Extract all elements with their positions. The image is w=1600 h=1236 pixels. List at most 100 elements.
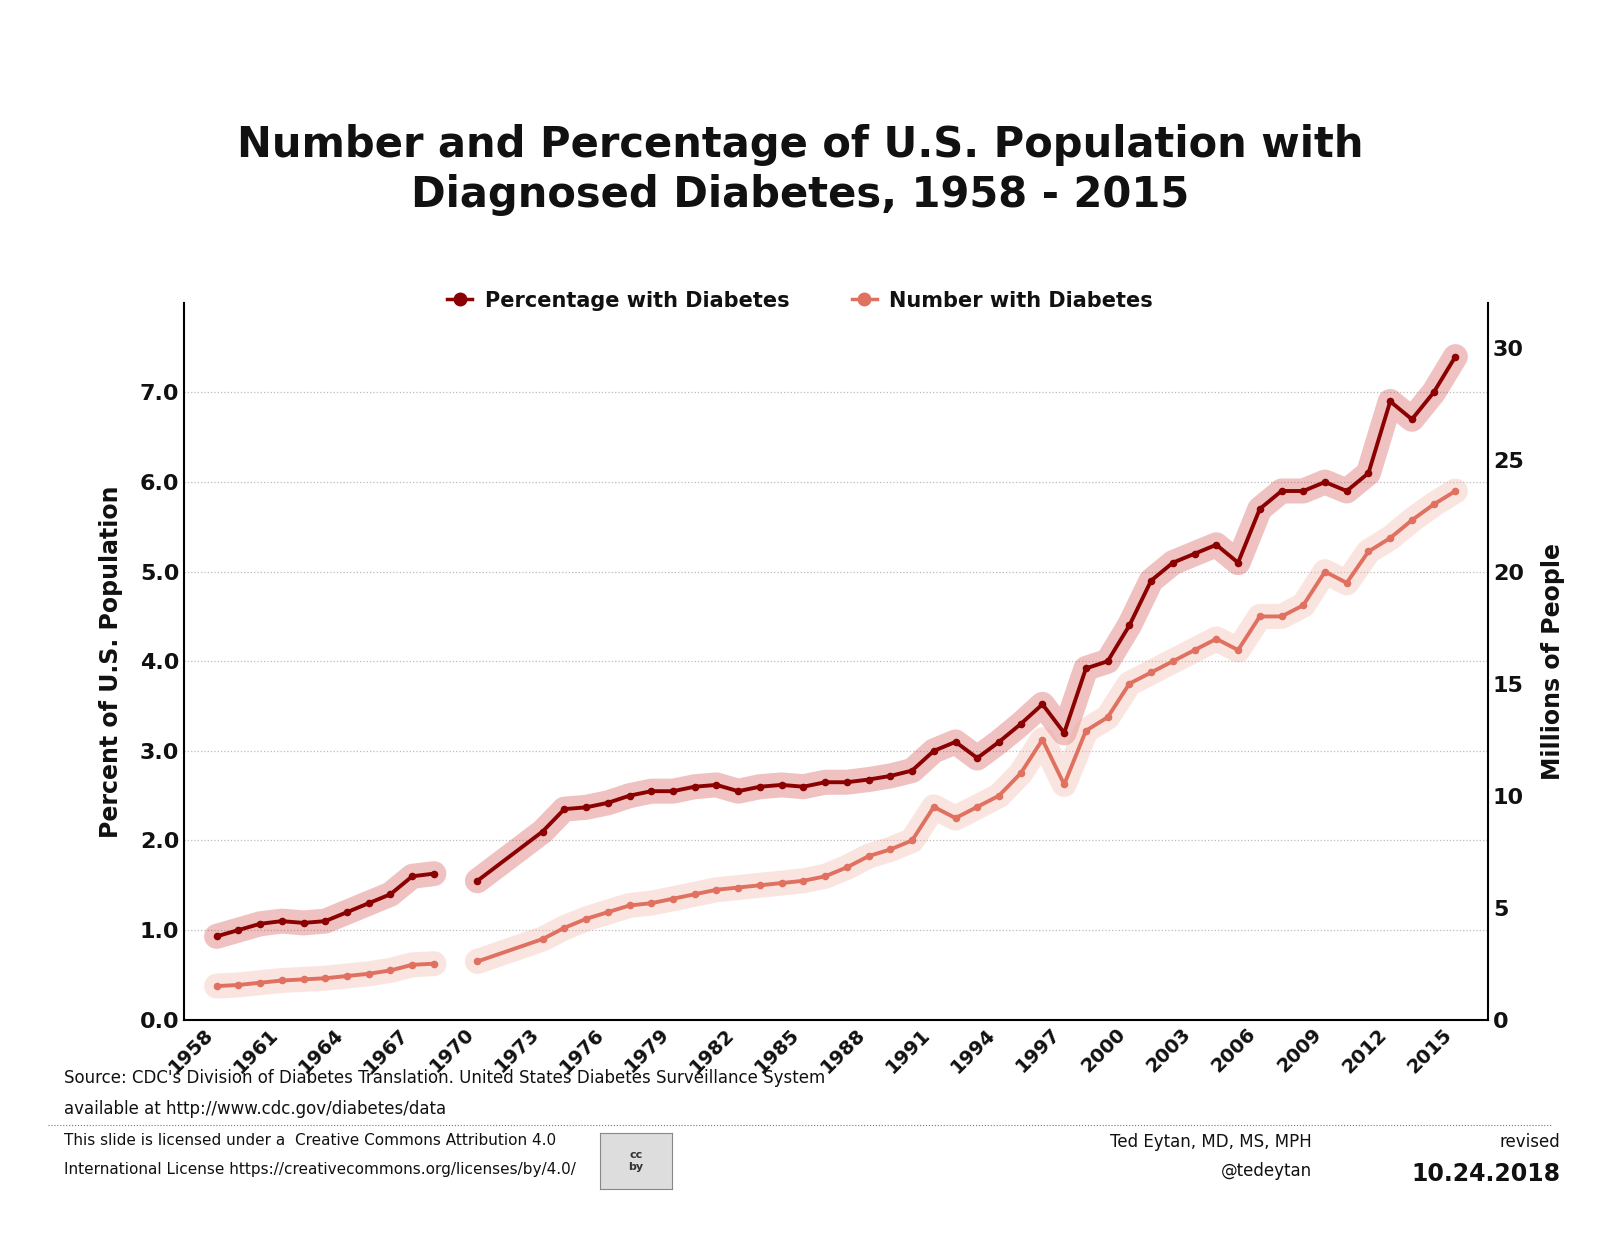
Point	[834, 858, 859, 878]
Text: Ted Eytan, MD, MS, MPH: Ted Eytan, MD, MS, MPH	[1110, 1133, 1312, 1152]
Point	[1291, 596, 1317, 616]
Point	[942, 732, 968, 751]
Point	[334, 967, 360, 986]
Point	[682, 885, 707, 905]
Point	[400, 866, 426, 886]
Text: International License https://creativecommons.org/licenses/by/4.0/: International License https://creativeco…	[64, 1162, 576, 1177]
Point	[400, 955, 426, 975]
Point	[813, 866, 838, 886]
Point	[616, 786, 642, 806]
Y-axis label: Percent of U.S. Population: Percent of U.S. Population	[99, 485, 123, 838]
Point	[1398, 510, 1424, 530]
Text: Source: CDC's Division of Diabetes Translation. United States Diabetes Surveilla: Source: CDC's Division of Diabetes Trans…	[64, 1069, 826, 1088]
Point	[899, 831, 925, 850]
Point	[1355, 464, 1381, 483]
Point	[770, 775, 795, 795]
Text: 10.24.2018: 10.24.2018	[1411, 1162, 1560, 1185]
Point	[616, 896, 642, 916]
Point	[856, 847, 882, 866]
Point	[530, 822, 555, 842]
Point	[965, 797, 990, 817]
Point	[725, 781, 750, 801]
Y-axis label: Millions of People: Millions of People	[1541, 543, 1565, 780]
Point	[203, 927, 229, 947]
Text: @tedeytan: @tedeytan	[1221, 1162, 1312, 1180]
Point	[1182, 544, 1208, 564]
Point	[661, 781, 686, 801]
Point	[1008, 714, 1034, 734]
Point	[704, 880, 730, 900]
Point	[269, 970, 294, 990]
Point	[421, 864, 446, 884]
Point	[1312, 561, 1338, 582]
Point	[1226, 552, 1251, 572]
Point	[922, 797, 947, 817]
Point	[1094, 707, 1120, 727]
Point	[747, 875, 773, 895]
Point	[1117, 674, 1142, 693]
Point	[291, 913, 317, 933]
Point	[1051, 775, 1077, 795]
Point	[1334, 481, 1360, 501]
Text: Number and Percentage of U.S. Population with
Diagnosed Diabetes, 1958 - 2015: Number and Percentage of U.S. Population…	[237, 124, 1363, 216]
Point	[1138, 662, 1163, 682]
Point	[1443, 481, 1469, 501]
Point	[1030, 695, 1056, 714]
Point	[1246, 607, 1272, 627]
Point	[877, 766, 902, 786]
Point	[790, 777, 816, 797]
Point	[1421, 383, 1446, 403]
Point	[790, 871, 816, 891]
Point	[1334, 574, 1360, 593]
Point	[334, 902, 360, 922]
Point	[661, 889, 686, 908]
Point	[269, 911, 294, 931]
Point	[1008, 764, 1034, 784]
Point	[813, 772, 838, 792]
Point	[986, 786, 1011, 806]
Point	[899, 760, 925, 780]
Point	[1443, 347, 1469, 367]
Point	[464, 952, 490, 971]
Point	[1051, 723, 1077, 743]
Point	[464, 871, 490, 891]
Point	[922, 742, 947, 761]
Text: This slide is licensed under a  Creative Commons Attribution 4.0: This slide is licensed under a Creative …	[64, 1133, 557, 1148]
Point	[1182, 640, 1208, 660]
Point	[573, 908, 598, 928]
Point	[770, 873, 795, 892]
Point	[1269, 607, 1294, 627]
Point	[421, 954, 446, 974]
Point	[573, 797, 598, 817]
Point	[552, 800, 578, 819]
Point	[595, 794, 621, 813]
Point	[248, 913, 274, 933]
Point	[747, 777, 773, 797]
Point	[355, 964, 381, 984]
Point	[595, 902, 621, 922]
Point	[834, 772, 859, 792]
Point	[291, 969, 317, 989]
Point	[226, 920, 251, 939]
Point	[1094, 651, 1120, 671]
Legend: Percentage with Diabetes, Number with Diabetes: Percentage with Diabetes, Number with Di…	[438, 282, 1162, 319]
Point	[1117, 616, 1142, 635]
Point	[725, 878, 750, 897]
Point	[378, 885, 403, 905]
Point	[552, 918, 578, 938]
Point	[1398, 409, 1424, 429]
Point	[877, 839, 902, 859]
Point	[312, 911, 338, 931]
Point	[1421, 494, 1446, 514]
Point	[248, 973, 274, 993]
Point	[1138, 571, 1163, 591]
Point	[1355, 541, 1381, 561]
Point	[1203, 535, 1229, 555]
Point	[530, 929, 555, 949]
Point	[986, 732, 1011, 751]
Point	[312, 968, 338, 988]
Point	[1312, 472, 1338, 492]
Point	[1226, 640, 1251, 660]
Text: cc
by: cc by	[629, 1151, 643, 1172]
Point	[226, 975, 251, 995]
